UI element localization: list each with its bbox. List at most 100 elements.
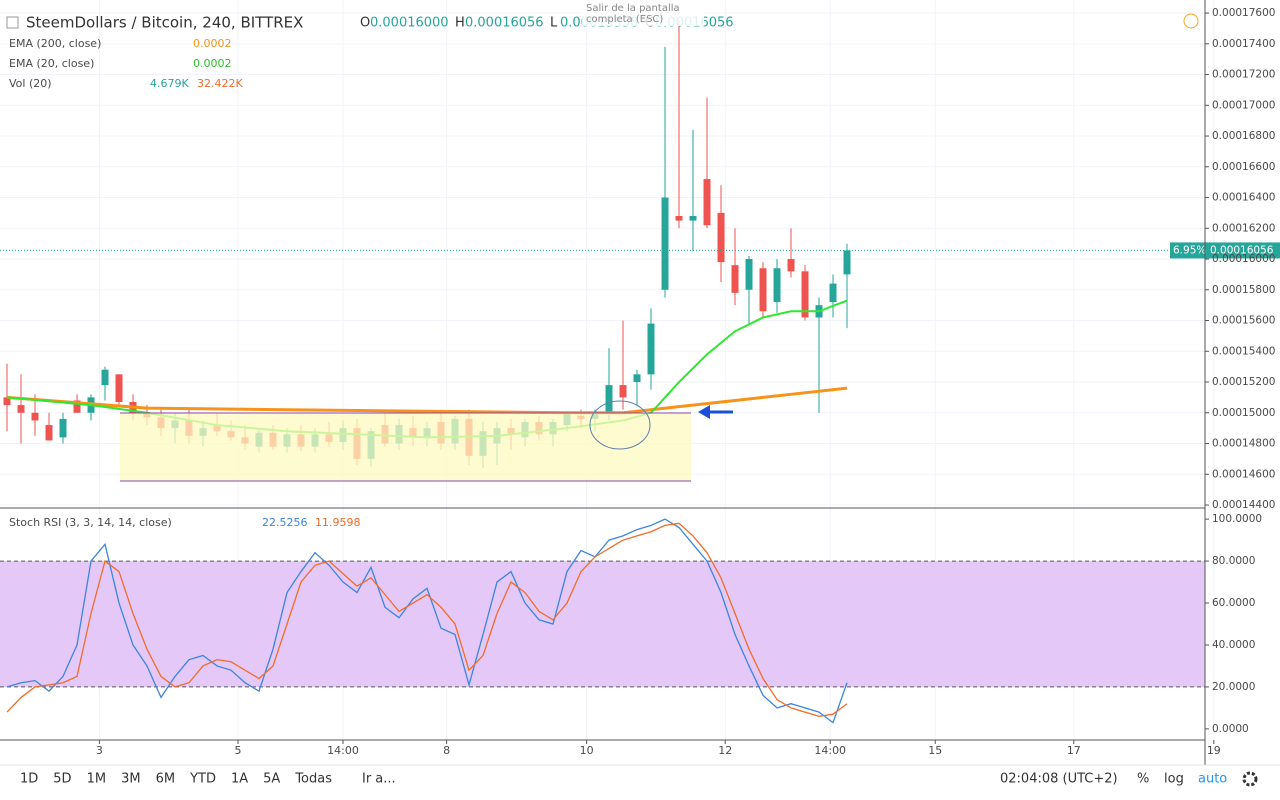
y-tick-label: 0.00014400	[1212, 499, 1275, 511]
candle-body	[45, 425, 53, 441]
ohlc-key: H	[455, 16, 465, 31]
range-button[interactable]: 6M	[156, 772, 176, 787]
indicator-name: Vol (20)	[9, 77, 52, 90]
rsi-line	[6, 518, 848, 724]
rsi-line	[6, 522, 848, 717]
tooltip-line: Salir de la pantalla	[586, 3, 680, 14]
y-tick-label: 60.0000	[1212, 597, 1255, 609]
candle-body	[675, 215, 683, 221]
candle-body	[787, 259, 795, 272]
scale-option[interactable]: %	[1137, 772, 1149, 787]
x-tick-label: 5	[235, 744, 242, 757]
ohlc-key: O	[360, 16, 370, 31]
y-tick-label: 0.00017000	[1212, 99, 1275, 111]
y-tick-label: 100.0000	[1212, 513, 1262, 525]
candle-body	[759, 268, 767, 312]
y-tick-label: 0.00016800	[1212, 130, 1275, 142]
indicator-value: 11.9598	[315, 516, 361, 529]
x-tick-label: 19	[1207, 744, 1221, 757]
range-button[interactable]: 5A	[263, 772, 280, 787]
y-tick-label: 0.00015800	[1212, 284, 1275, 296]
ohlc-key: L	[550, 16, 558, 31]
range-button[interactable]: 1A	[231, 772, 248, 787]
candle-body	[73, 400, 81, 413]
indicator-name: EMA (20, close)	[9, 57, 94, 70]
rsi-band	[0, 561, 1205, 687]
candle-body	[59, 418, 67, 438]
y-tick-label: 0.0000	[1212, 723, 1249, 735]
change-label: 6.95%	[1173, 244, 1206, 256]
range-button[interactable]: 5D	[53, 772, 71, 787]
scale-option[interactable]: auto	[1198, 772, 1227, 787]
goto-button[interactable]: Ir a...	[362, 772, 396, 787]
y-tick-label: 20.0000	[1212, 681, 1255, 693]
candle-body	[829, 283, 837, 303]
ohlc-value: 0.00016000	[370, 16, 449, 31]
candle-body	[619, 385, 627, 398]
clock: 02:04:08 (UTC+2)	[1000, 772, 1118, 787]
x-tick-label: 12	[718, 744, 732, 757]
y-tick-label: 0.00015200	[1212, 376, 1275, 388]
x-tick-label: 10	[580, 744, 594, 757]
y-tick-label: 0.00017600	[1212, 7, 1275, 19]
scale-option[interactable]: log	[1164, 772, 1184, 787]
candle-body	[633, 374, 641, 383]
range-button[interactable]: YTD	[189, 772, 216, 787]
indicator-value: 0.0002	[193, 37, 232, 50]
candle-body	[17, 405, 25, 413]
y-tick-label: 0.00016200	[1212, 222, 1275, 234]
indicator-value: 4.679K	[150, 77, 189, 90]
y-tick-label: 0.00014800	[1212, 438, 1275, 450]
candle-body	[773, 268, 781, 303]
x-tick-label: 3	[96, 744, 103, 757]
circle-annotation	[589, 400, 651, 450]
candle-body	[843, 250, 851, 275]
y-tick-label: 0.00016400	[1212, 192, 1275, 204]
tooltip-line: completa (ESC)	[586, 14, 663, 25]
candle-body	[717, 212, 725, 263]
symbol: SteemDollars / Bitcoin, 240, BITTREX	[26, 14, 303, 32]
range-button[interactable]: Todas	[294, 772, 332, 787]
fullscreen-tooltip: Salir de la pantalla completa (ESC)	[582, 0, 704, 26]
y-tick-label: 0.00015000	[1212, 407, 1275, 419]
candle-body	[31, 412, 39, 421]
indicator-name: EMA (200, close)	[9, 37, 101, 50]
settings-icon[interactable]	[1242, 771, 1258, 787]
y-tick-label: 0.00016000	[1212, 253, 1275, 265]
y-tick-label: 40.0000	[1212, 639, 1255, 651]
candle-body	[115, 374, 123, 403]
candle-body	[3, 397, 11, 406]
y-tick-label: 0.00015600	[1212, 315, 1275, 327]
y-tick-label: 0.00014600	[1212, 468, 1275, 480]
candle-body	[801, 271, 809, 318]
collapse-icon[interactable]	[6, 16, 19, 29]
range-button[interactable]: 3M	[121, 772, 141, 787]
candle-body	[101, 369, 109, 386]
y-tick-label: 0.00017400	[1212, 38, 1275, 50]
indicator-value: 22.5256	[262, 516, 308, 529]
y-tick-label: 0.00015400	[1212, 345, 1275, 357]
candle-body	[731, 265, 739, 293]
range-button[interactable]: 1M	[87, 772, 107, 787]
indicator-value: 0.0002	[193, 57, 232, 70]
x-tick-label: 17	[1067, 744, 1081, 757]
x-tick-label: 14:00	[814, 744, 846, 757]
y-tick-label: 80.0000	[1212, 555, 1255, 567]
x-tick-label: 14:00	[327, 744, 359, 757]
range-button[interactable]: 1D	[20, 772, 38, 787]
range-box	[120, 413, 691, 481]
candle-body	[647, 323, 655, 375]
candle-body	[661, 197, 669, 290]
last-price-label: 0.00016056	[1210, 244, 1274, 256]
ohlc-value: 0.00016056	[465, 16, 544, 31]
y-tick-label: 0.00016600	[1212, 161, 1275, 173]
y-tick-label: 0.00017200	[1212, 69, 1275, 81]
candle-body	[703, 179, 711, 226]
alert-icon[interactable]	[1183, 13, 1199, 29]
x-tick-label: 8	[443, 744, 450, 757]
candle-body	[745, 259, 753, 290]
x-tick-label: 15	[928, 744, 942, 757]
indicator-value: 32.422K	[197, 77, 243, 90]
arrow	[698, 405, 733, 419]
